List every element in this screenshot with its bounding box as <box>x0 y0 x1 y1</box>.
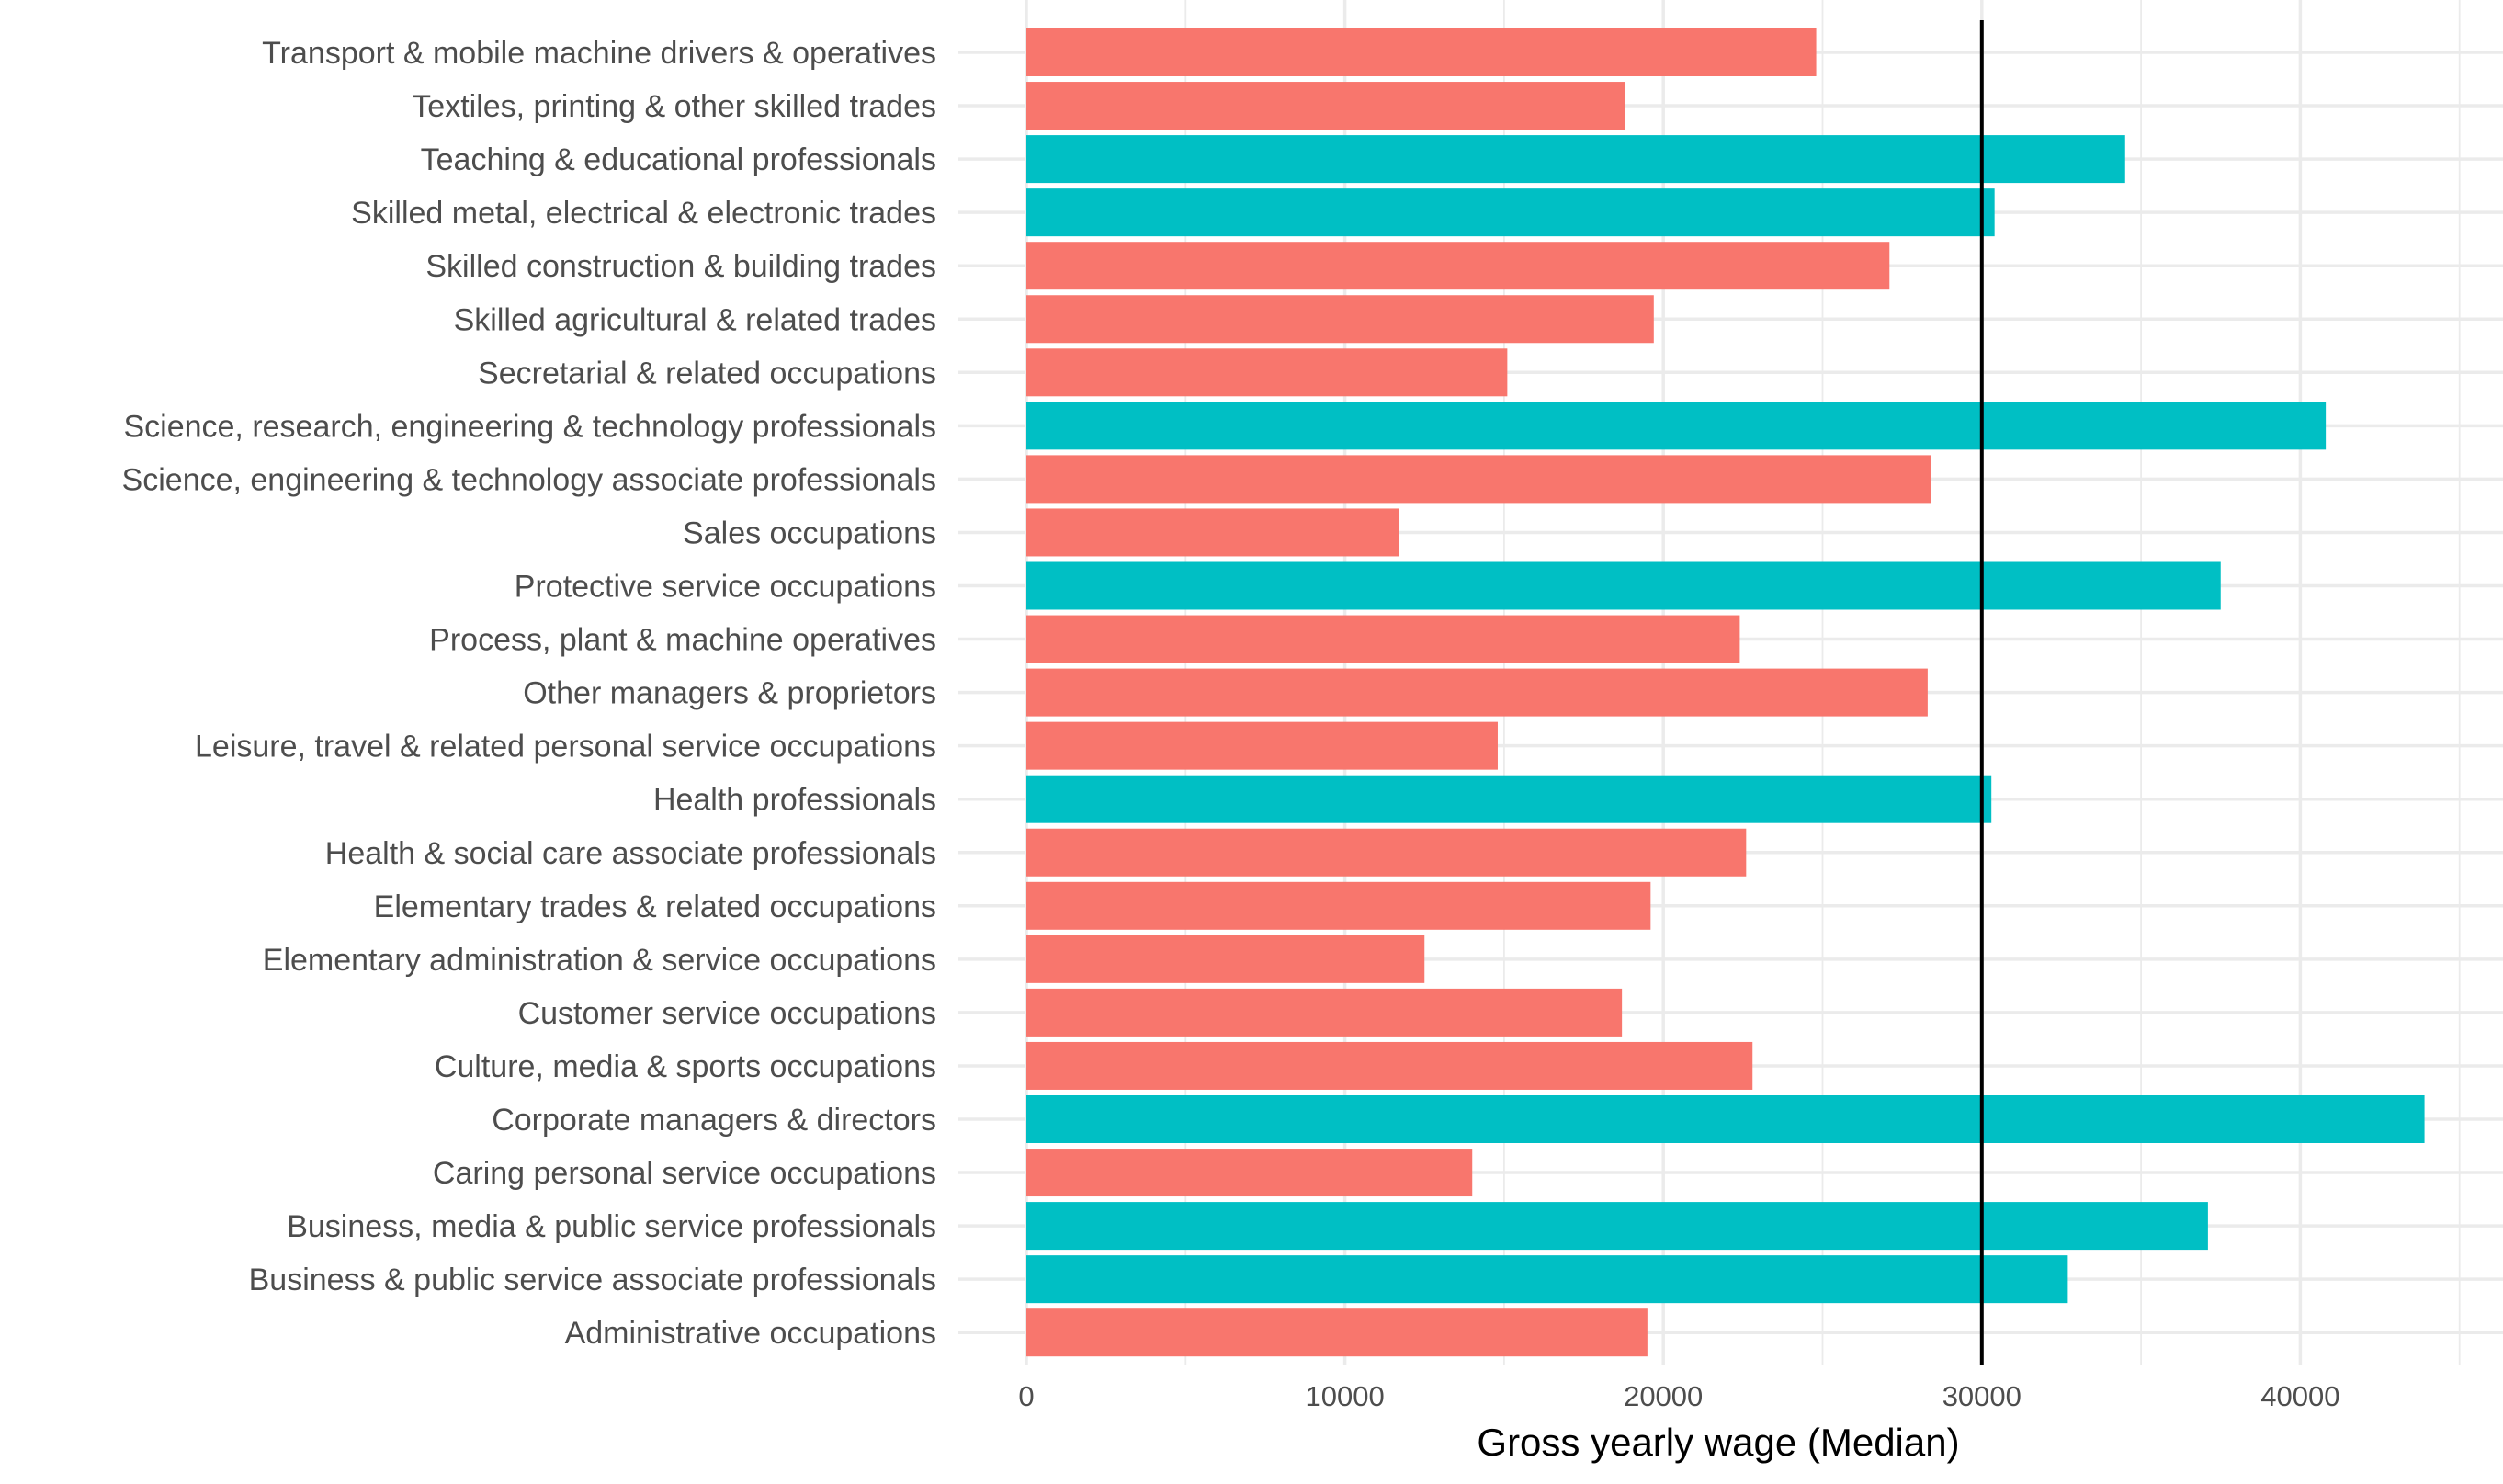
bar <box>1026 668 1928 717</box>
bar <box>1026 135 2125 184</box>
category-label: Elementary trades & related occupations <box>374 889 936 924</box>
category-label: Science, research, engineering & technol… <box>123 409 936 444</box>
bar <box>1026 615 1740 663</box>
category-label: Health & social care associate professio… <box>325 836 936 871</box>
bar <box>1026 188 1995 237</box>
bars <box>1026 28 2425 1357</box>
bar <box>1026 1308 1648 1357</box>
category-label: Skilled metal, electrical & electronic t… <box>351 196 936 231</box>
category-label: Textiles, printing & other skilled trade… <box>412 89 936 124</box>
category-label: Science, engineering & technology associ… <box>122 462 936 497</box>
category-label: Skilled agricultural & related trades <box>454 302 936 337</box>
category-label: Administrative occupations <box>565 1316 936 1351</box>
category-label: Secretarial & related occupations <box>478 356 936 391</box>
category-label: Business, media & public service profess… <box>287 1209 936 1244</box>
category-label: Skilled construction & building trades <box>425 249 936 284</box>
bar <box>1026 721 1498 770</box>
category-label: Sales occupations <box>683 515 936 550</box>
bar <box>1026 828 1747 877</box>
bar <box>1026 455 1931 504</box>
bar <box>1026 295 1654 344</box>
category-label: Caring personal service occupations <box>433 1156 936 1191</box>
category-label: Leisure, travel & related personal servi… <box>195 730 936 765</box>
bar <box>1026 508 1399 557</box>
category-label: Transport & mobile machine drivers & ope… <box>262 36 936 71</box>
bar <box>1026 1149 1473 1197</box>
bar <box>1026 1095 2425 1143</box>
category-label: Teaching & educational professionals <box>421 142 936 177</box>
x-tick-label: 0 <box>1018 1380 1034 1412</box>
bar <box>1026 348 1508 397</box>
bar <box>1026 881 1651 930</box>
x-tick-label: 30000 <box>1942 1380 2022 1412</box>
category-labels: Transport & mobile machine drivers & ope… <box>122 36 936 1351</box>
bar <box>1026 1255 2068 1304</box>
category-label: Culture, media & sports occupations <box>435 1049 936 1084</box>
category-label: Other managers & proprietors <box>523 676 936 711</box>
bar <box>1026 775 1992 823</box>
bar <box>1026 82 1625 130</box>
x-tick-label: 40000 <box>2260 1380 2339 1412</box>
bar <box>1026 935 1425 983</box>
x-tick-label: 10000 <box>1305 1380 1384 1412</box>
category-label: Business & public service associate prof… <box>249 1263 936 1297</box>
x-tick-label: 20000 <box>1624 1380 1703 1412</box>
bar <box>1026 1202 2208 1251</box>
bar <box>1026 242 1890 290</box>
category-label: Customer service occupations <box>518 996 936 1031</box>
bar <box>1026 561 2221 610</box>
bar <box>1026 28 1817 76</box>
category-label: Protective service occupations <box>515 570 936 605</box>
x-tick-labels: 0 10000 20000 30000 40000 <box>1018 1380 2339 1412</box>
x-axis-title: Gross yearly wage (Median) <box>1477 1421 1959 1464</box>
category-label: Process, plant & machine operatives <box>429 623 936 658</box>
bar <box>1026 1041 1753 1090</box>
bar <box>1026 988 1623 1037</box>
category-label: Elementary administration & service occu… <box>263 943 936 978</box>
category-label: Corporate managers & directors <box>492 1103 936 1138</box>
category-label: Health professionals <box>653 783 936 818</box>
bar <box>1026 402 2327 450</box>
